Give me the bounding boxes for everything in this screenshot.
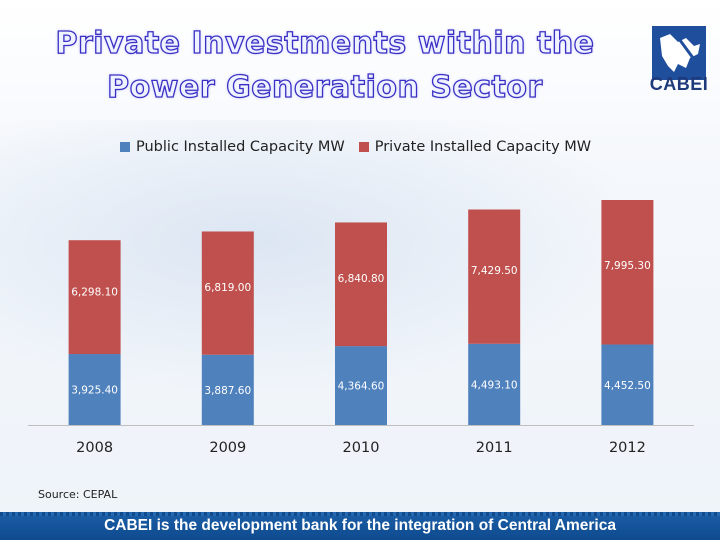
legend-item-public: Public Installed Capacity MW [120, 139, 345, 155]
footer-banner: CABEI is the development bank for the in… [0, 512, 720, 540]
page-title: Private Investments within the Power Gen… [55, 25, 595, 105]
bar-public-2010 [335, 346, 387, 425]
legend-swatch-public [120, 142, 130, 152]
bar-public-2012 [601, 344, 654, 425]
data-label-public-2010: 4,364.60 [338, 381, 385, 393]
x-tick-label-2009: 2009 [209, 440, 246, 456]
legend-label-private: Private Installed Capacity MW [374, 139, 592, 155]
bar-public-2008 [68, 354, 121, 425]
data-label-private-2009: 6,819.00 [204, 282, 251, 294]
x-tick-label-2011: 2011 [476, 440, 513, 456]
footer-text: CABEI is the development bank for the in… [104, 517, 616, 534]
data-label-public-2009: 3,887.60 [204, 385, 251, 397]
legend-label-public: Public Installed Capacity MW [136, 139, 345, 155]
data-label-private-2011: 7,429.50 [471, 265, 518, 277]
x-tick-label-2012: 2012 [609, 440, 646, 456]
data-label-private-2010: 6,840.80 [338, 273, 385, 285]
data-label-private-2012: 7,995.30 [604, 260, 651, 272]
data-label-public-2012: 4,452.50 [604, 380, 651, 392]
bar-public-2011 [468, 343, 521, 425]
source-note: Source: CEPAL [38, 488, 118, 501]
bar-private-2008 [68, 240, 121, 355]
cabei-map-icon [652, 26, 706, 80]
bar-private-2010 [335, 222, 387, 347]
x-tick-label-2008: 2008 [76, 440, 113, 456]
legend-item-private: Private Installed Capacity MW [358, 139, 592, 155]
data-label-public-2008: 3,925.40 [71, 385, 118, 397]
logo-text: CABEI [649, 74, 709, 94]
data-label-public-2011: 4,493.10 [471, 379, 518, 391]
chart-legend: Public Installed Capacity MW Private Ins… [120, 139, 605, 155]
legend-swatch-private [358, 142, 369, 152]
bar-private-2009 [201, 231, 254, 355]
bar-private-2011 [468, 209, 521, 344]
bar-public-2009 [201, 354, 254, 425]
data-label-private-2008: 6,298.10 [71, 286, 118, 298]
bar-private-2012 [601, 200, 654, 345]
x-tick-label-2010: 2010 [343, 440, 380, 456]
